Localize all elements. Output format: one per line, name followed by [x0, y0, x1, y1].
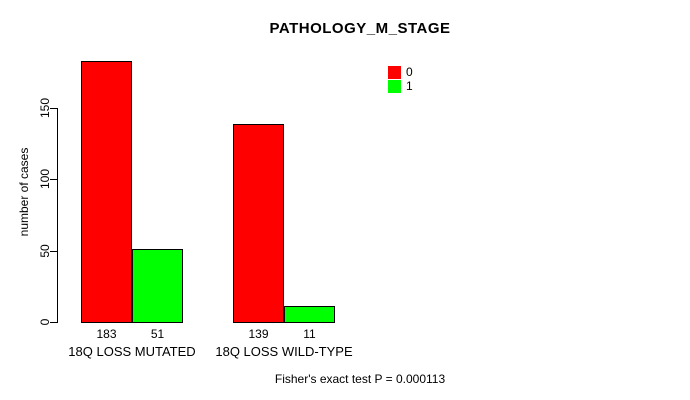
bar-0	[81, 61, 132, 323]
legend-swatch-0	[388, 66, 401, 79]
y-tick-label: 0	[38, 318, 52, 326]
y-tick-label: 50	[38, 244, 52, 258]
category-label: 18Q LOSS WILD-TYPE	[215, 344, 353, 359]
chart-title: PATHOLOGY_M_STAGE	[269, 20, 451, 37]
stat-test-label: Fisher's exact test P = 0.000113	[274, 372, 446, 386]
bar-value-label: 139	[248, 327, 269, 341]
y-tick-mark	[50, 251, 57, 252]
bar-1	[284, 306, 335, 323]
category-label: 18Q LOSS MUTATED	[68, 344, 196, 359]
y-tick-mark	[50, 322, 57, 323]
bar-0	[233, 124, 284, 323]
legend-label: 0	[406, 65, 413, 79]
y-tick-mark	[50, 108, 57, 109]
y-tick-label: 150	[38, 97, 52, 119]
bar-value-label: 183	[96, 327, 117, 341]
bar-value-label: 11	[303, 327, 316, 341]
y-tick-mark	[50, 179, 57, 180]
y-axis-line	[57, 108, 58, 323]
bar-1	[132, 249, 183, 323]
legend-label: 1	[406, 79, 413, 93]
bar-value-label: 51	[150, 327, 165, 341]
legend-swatch-1	[388, 80, 401, 93]
y-axis-label: number of cases	[17, 147, 31, 237]
y-tick-label: 100	[38, 168, 52, 190]
